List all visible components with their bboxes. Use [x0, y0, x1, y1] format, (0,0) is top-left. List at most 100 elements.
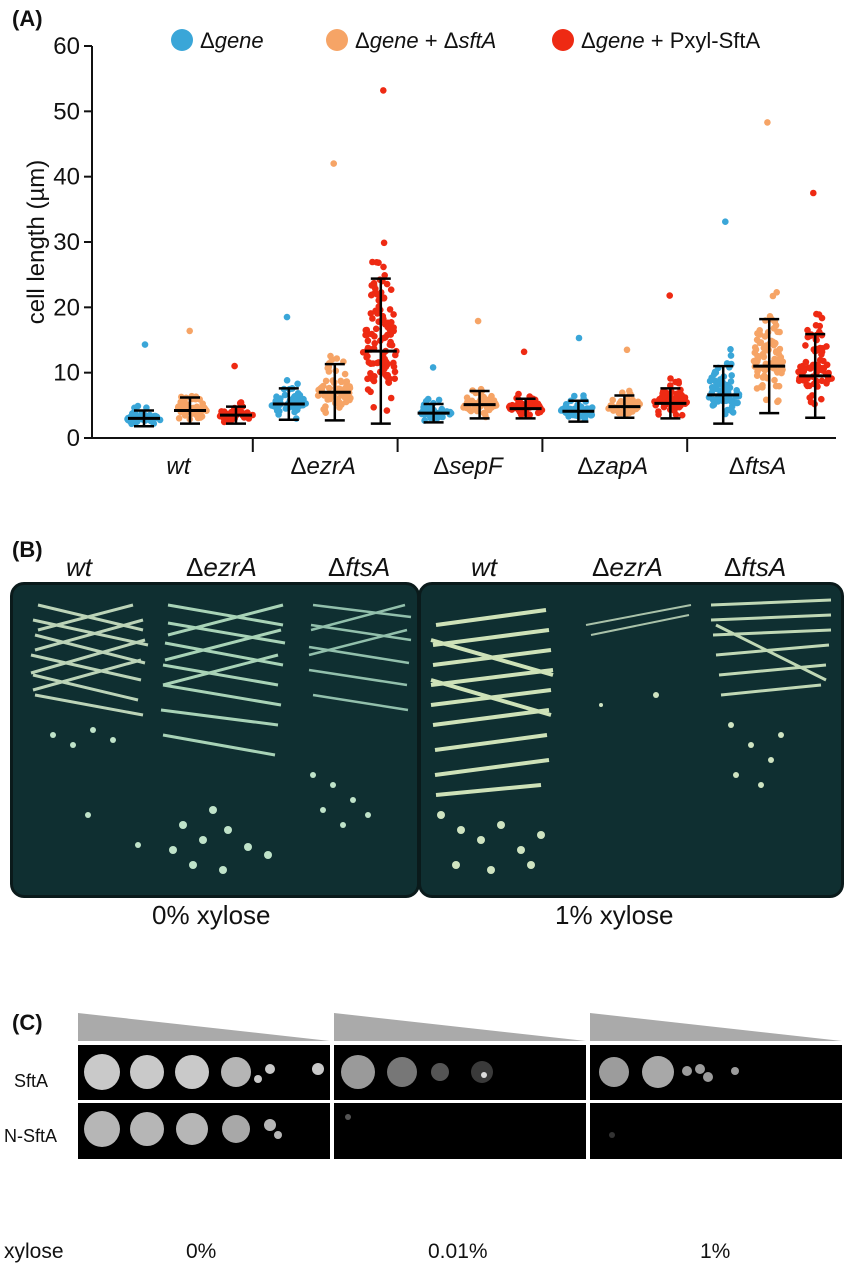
data-point: [515, 390, 522, 398]
data-point: [575, 334, 583, 342]
data-point: [322, 377, 330, 385]
data-point: [368, 375, 376, 383]
data-point: [728, 372, 735, 379]
data-point: [810, 189, 817, 197]
data-point: [776, 345, 784, 353]
data-point: [722, 218, 729, 225]
data-point: [727, 346, 734, 353]
data-point: [335, 385, 343, 393]
data-point: [774, 369, 781, 376]
panel-b-label: (B): [12, 537, 43, 562]
data-point: [383, 280, 391, 288]
data-point: [380, 87, 387, 94]
data-point: [390, 311, 397, 318]
group-label: ΔsepF: [433, 453, 504, 480]
data-point: [813, 310, 820, 318]
data-point: [422, 405, 429, 412]
data-point: [729, 409, 737, 416]
spot-row-2: [84, 1111, 282, 1147]
data-point: [678, 411, 686, 419]
data-point: [580, 392, 587, 399]
data-point: [342, 384, 349, 392]
data-point: [802, 342, 809, 349]
data-point: [609, 396, 616, 404]
group-label: wt: [166, 453, 191, 480]
data-point: [387, 394, 395, 402]
data-point: [387, 286, 395, 294]
data-point: [373, 359, 381, 367]
y-tick-label: 30: [53, 229, 80, 256]
data-point: [588, 411, 596, 419]
data-point: [804, 382, 811, 390]
data-point: [330, 160, 338, 167]
data-point: [381, 272, 389, 279]
data-point: [709, 402, 717, 409]
data-point: [392, 351, 399, 359]
data-point: [667, 375, 674, 382]
streak-ezrA: [160, 603, 286, 757]
data-point: [795, 377, 803, 385]
data-point: [341, 370, 349, 378]
data-point: [772, 382, 780, 390]
data-point: [175, 415, 183, 422]
data-point: [771, 339, 779, 347]
data-point: [391, 375, 399, 383]
data-point: [769, 292, 777, 300]
data-point: [390, 363, 398, 371]
plate-left-col-1: wt: [66, 552, 92, 582]
data-point: [325, 368, 333, 375]
row-label-sftA: SftA: [14, 1071, 49, 1091]
data-point: [317, 385, 324, 393]
data-point: [480, 409, 488, 417]
data-point: [364, 344, 372, 352]
data-point: [372, 285, 379, 293]
data-point: [771, 355, 778, 363]
plate-left-caption: 0% xylose: [152, 900, 271, 930]
dilution-triangle-2: [334, 1013, 586, 1041]
plate-right-image: [418, 582, 844, 898]
data-point: [681, 394, 689, 401]
data-point: [728, 403, 736, 411]
condition-2: 1%: [700, 1240, 731, 1263]
spot-row-2: [345, 1114, 351, 1120]
data-point: [771, 376, 778, 384]
data-point: [388, 319, 395, 326]
data-point: [734, 399, 741, 407]
data-point: [369, 258, 376, 266]
data-point: [340, 393, 348, 401]
data-point: [333, 355, 341, 362]
data-point: [816, 322, 823, 330]
y-tick-label: 40: [53, 164, 80, 191]
data-point: [325, 384, 333, 392]
legend-marker: [326, 29, 348, 51]
data-point: [283, 313, 291, 321]
data-point: [764, 119, 771, 126]
cell-length-chart: 0 10 20 30 40 50 60 cell length (µm) Δgene Δgene …: [23, 28, 836, 480]
y-tick-label: 10: [53, 360, 80, 387]
data-point: [390, 324, 397, 331]
spot-panel-1pct: [590, 1045, 842, 1159]
data-point: [711, 368, 719, 376]
y-tick-label: 50: [53, 98, 80, 125]
spot-row-1: [84, 1054, 324, 1090]
dilution-triangle-3: [590, 1013, 842, 1041]
data-point: [800, 367, 808, 375]
data-point: [727, 352, 735, 359]
data-point: [380, 334, 388, 342]
plate-right-caption: 1% xylose: [555, 900, 674, 930]
group-label: ΔftsA: [729, 453, 786, 480]
group-label: ΔzapA: [577, 453, 648, 480]
data-point: [186, 327, 193, 335]
plate-left-col-3: ΔftsA: [328, 552, 391, 582]
data-point: [380, 365, 388, 373]
data-point: [198, 413, 206, 420]
colonies: [50, 727, 371, 874]
data-point: [294, 380, 301, 388]
data-point: [751, 358, 758, 365]
data-point: [655, 408, 662, 415]
data-point: [802, 358, 810, 366]
data-point: [386, 341, 394, 349]
data-point: [435, 396, 443, 404]
data-point: [770, 325, 778, 332]
y-tick-label: 0: [67, 425, 80, 452]
